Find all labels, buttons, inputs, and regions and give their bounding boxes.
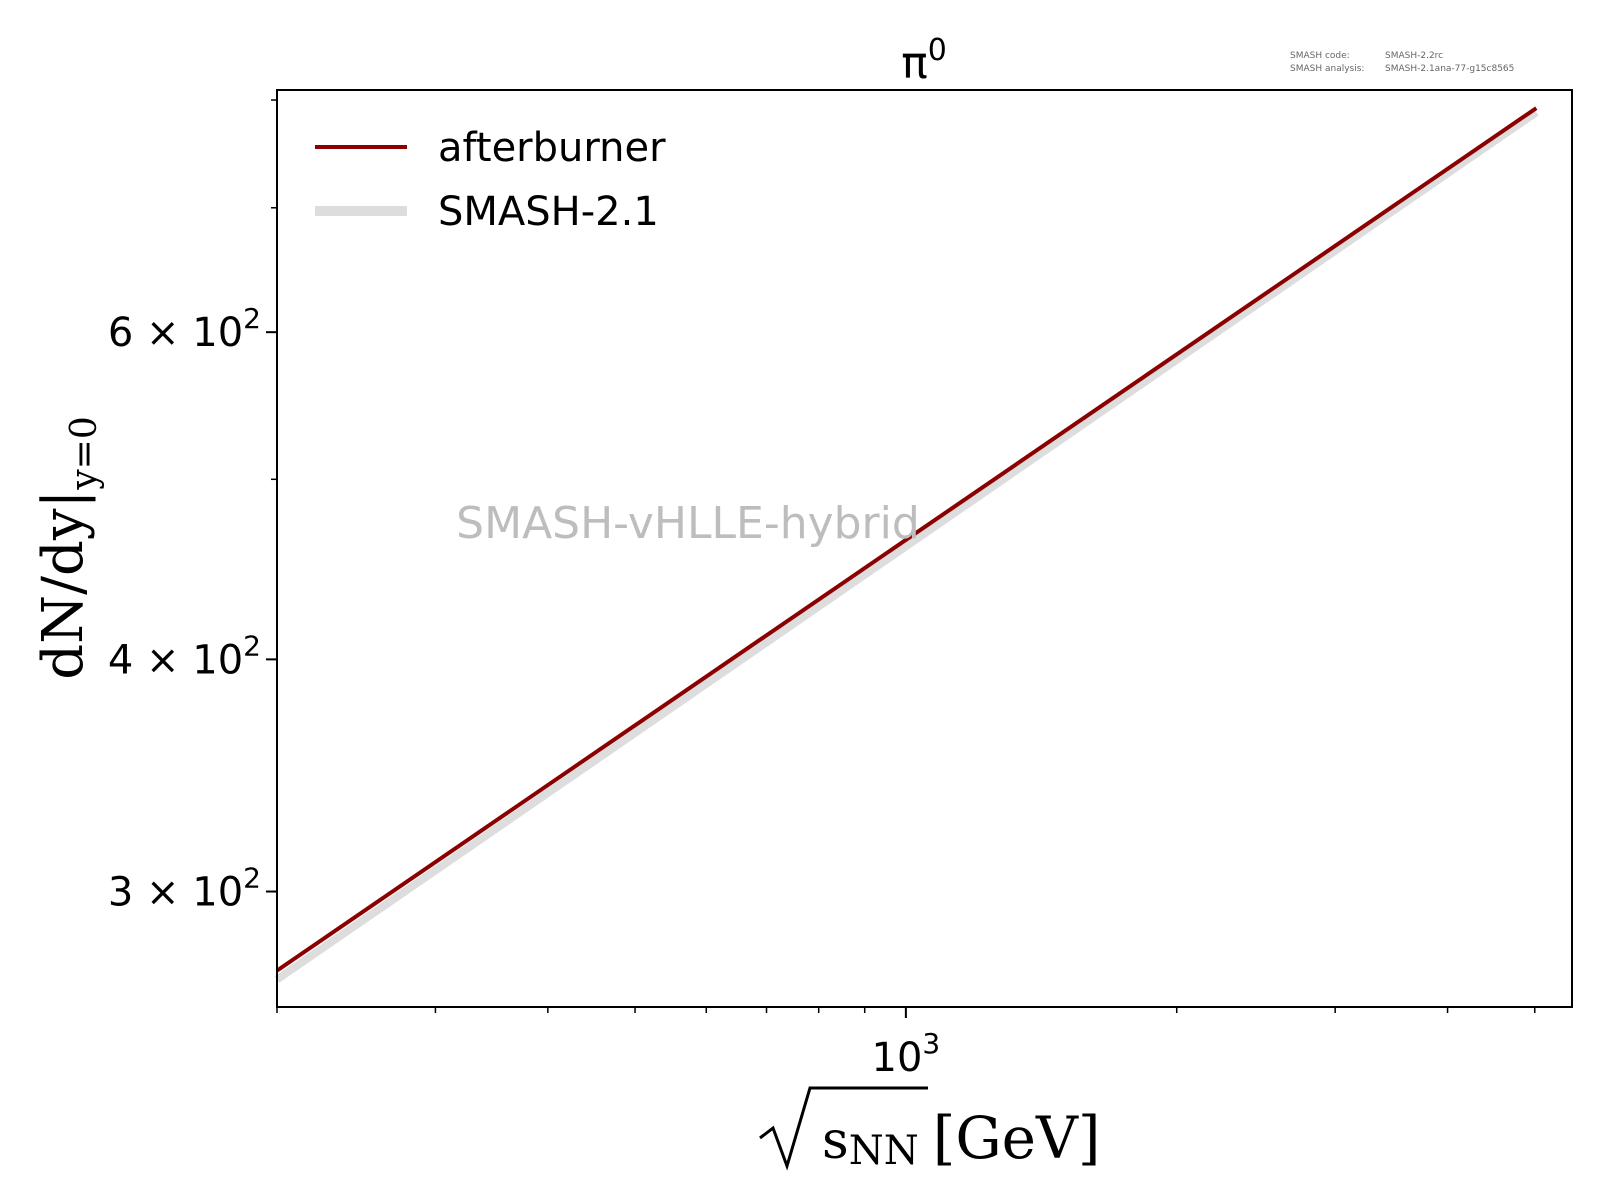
- y-tick-label-300: 3 × 102: [108, 862, 261, 916]
- legend-label-afterburner: afterburner: [438, 125, 666, 171]
- x-axis-var: s: [822, 1111, 849, 1171]
- sqrt-sign: [759, 1086, 928, 1171]
- legend: afterburner SMASH-2.1: [315, 125, 666, 235]
- y-tick-mantissa: 3 × 10: [108, 870, 243, 916]
- series-line-smash-2-1: [274, 108, 1539, 983]
- y-tick-label-400: 4 × 102: [108, 629, 261, 683]
- x-axis-unit: [GeV]: [933, 1104, 1101, 1172]
- x-tick-label-1000: 103: [872, 1027, 941, 1081]
- series-line-afterburner: [275, 106, 1538, 973]
- x-axis-sub: NN: [849, 1128, 919, 1174]
- x-axis-label-text: sNN [GeV]: [822, 1104, 1101, 1174]
- y-axis-label: dN/dy|y=0: [31, 416, 105, 679]
- watermark: SMASH-vHLLE-hybrid: [456, 498, 920, 549]
- legend-label-smash: SMASH-2.1: [438, 189, 659, 235]
- x-axis-label: sNN [GeV]: [759, 1086, 1101, 1174]
- chart-title: π0: [901, 33, 947, 89]
- y-tick-exp: 2: [243, 629, 261, 662]
- chart-title-sup: 0: [928, 33, 947, 68]
- meta-block: SMASH code: SMASH-2.2rc SMASH analysis: …: [1290, 51, 1514, 74]
- y-axis-sub: y=0: [64, 416, 105, 490]
- y-tick-label-600: 6 × 102: [108, 302, 261, 356]
- meta-analysis-value: SMASH-2.1ana-77-g15c8565: [1385, 64, 1514, 74]
- series-layer: [274, 106, 1539, 983]
- x-tick-base: 10: [872, 1035, 923, 1081]
- y-tick-mantissa: 6 × 10: [108, 310, 243, 356]
- y-tick-exp: 2: [243, 302, 261, 335]
- chart-title-base: π: [901, 38, 928, 89]
- plot-frame: [276, 89, 1573, 1008]
- y-tick-exp: 2: [243, 862, 261, 895]
- x-tick-exp: 3: [922, 1027, 940, 1060]
- y-tick-mantissa: 4 × 10: [108, 637, 243, 683]
- y-axis-main: dN/dy|: [31, 490, 96, 680]
- meta-code-value: SMASH-2.2rc: [1385, 51, 1443, 61]
- meta-analysis-label: SMASH analysis:: [1290, 64, 1364, 74]
- meta-code-label: SMASH code:: [1290, 51, 1350, 61]
